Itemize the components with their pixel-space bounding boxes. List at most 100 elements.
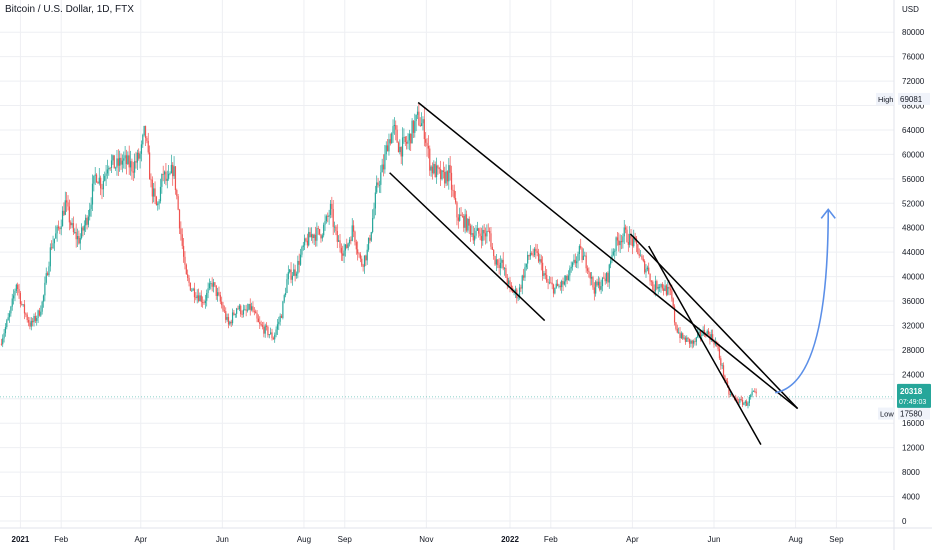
candle-body[interactable] xyxy=(612,251,614,255)
candle-body[interactable] xyxy=(259,322,261,324)
candle-body[interactable] xyxy=(174,166,177,191)
candle-body[interactable] xyxy=(434,164,436,178)
candle-body[interactable] xyxy=(695,337,697,342)
candle-body[interactable] xyxy=(652,281,654,290)
candle-body[interactable] xyxy=(71,223,73,226)
candle-body[interactable] xyxy=(246,309,249,311)
candle-body[interactable] xyxy=(552,284,555,294)
candle-body[interactable] xyxy=(212,282,215,287)
candle-body[interactable] xyxy=(691,340,693,344)
trendline[interactable] xyxy=(648,245,762,445)
candle-body[interactable] xyxy=(497,259,499,266)
candle-body[interactable] xyxy=(416,111,419,115)
candle-body[interactable] xyxy=(464,214,466,228)
candle-body[interactable] xyxy=(210,283,212,285)
candle-body[interactable] xyxy=(180,228,182,235)
candle-body[interactable] xyxy=(736,398,738,402)
candle-body[interactable] xyxy=(615,237,617,251)
candle-body[interactable] xyxy=(225,311,227,320)
candle-body[interactable] xyxy=(440,168,442,180)
candle-body[interactable] xyxy=(536,251,538,253)
candle-body[interactable] xyxy=(605,272,608,282)
candle-body[interactable] xyxy=(11,298,13,307)
candle-body[interactable] xyxy=(7,317,9,321)
candle-body[interactable] xyxy=(630,234,632,239)
candle-body[interactable] xyxy=(389,139,391,144)
candle-body[interactable] xyxy=(679,332,681,339)
candle-body[interactable] xyxy=(599,281,601,290)
candle-body[interactable] xyxy=(297,260,299,274)
candle-body[interactable] xyxy=(138,152,140,159)
candle-body[interactable] xyxy=(657,286,659,289)
candle-body[interactable] xyxy=(162,173,164,175)
candle-body[interactable] xyxy=(656,281,658,289)
candle-body[interactable] xyxy=(147,140,149,153)
candle-body[interactable] xyxy=(192,288,194,291)
candle-body[interactable] xyxy=(524,267,526,278)
candle-body[interactable] xyxy=(98,177,100,184)
candle-body[interactable] xyxy=(435,165,438,178)
candle-body[interactable] xyxy=(267,326,269,336)
trendline[interactable] xyxy=(417,101,799,410)
candle-body[interactable] xyxy=(411,120,413,144)
candle-body[interactable] xyxy=(506,277,508,284)
candle-body[interactable] xyxy=(557,283,559,287)
candle-body[interactable] xyxy=(750,395,752,397)
candle-body[interactable] xyxy=(234,313,236,315)
candle-body[interactable] xyxy=(438,168,440,170)
candle-body[interactable] xyxy=(309,231,311,238)
candle-body[interactable] xyxy=(280,315,283,318)
candle-body[interactable] xyxy=(373,208,375,219)
candle-body[interactable] xyxy=(565,275,567,282)
candle-body[interactable] xyxy=(23,304,26,314)
candle-body[interactable] xyxy=(89,208,91,217)
candle-body[interactable] xyxy=(633,236,635,247)
candle-body[interactable] xyxy=(223,310,225,312)
candle-body[interactable] xyxy=(600,286,602,290)
candle-body[interactable] xyxy=(667,286,669,295)
candle-body[interactable] xyxy=(671,290,673,299)
candle-body[interactable] xyxy=(57,226,60,229)
candle-body[interactable] xyxy=(76,236,79,240)
candle-body[interactable] xyxy=(14,290,16,296)
candle-body[interactable] xyxy=(693,341,695,344)
candle-body[interactable] xyxy=(426,142,428,146)
candle-body[interactable] xyxy=(336,230,338,242)
candle-body[interactable] xyxy=(558,285,560,287)
candle-body[interactable] xyxy=(365,255,367,261)
candle-body[interactable] xyxy=(380,172,382,185)
candle-body[interactable] xyxy=(429,148,431,171)
candle-body[interactable] xyxy=(253,311,255,313)
candle-body[interactable] xyxy=(19,292,21,304)
candle-body[interactable] xyxy=(668,286,670,289)
candle-body[interactable] xyxy=(743,403,745,405)
candle-body[interactable] xyxy=(422,119,424,124)
candle-body[interactable] xyxy=(108,167,110,170)
candle-body[interactable] xyxy=(173,166,175,177)
candle-body[interactable] xyxy=(271,332,273,339)
candle-body[interactable] xyxy=(548,282,551,284)
candle-body[interactable] xyxy=(202,301,204,303)
candle-body[interactable] xyxy=(539,259,541,262)
candle-body[interactable] xyxy=(505,268,507,278)
candle-body[interactable] xyxy=(185,264,187,275)
candle-body[interactable] xyxy=(720,358,722,366)
candle-body[interactable] xyxy=(344,244,347,251)
candle-body[interactable] xyxy=(60,226,62,230)
candle-body[interactable] xyxy=(154,188,156,197)
candle-body[interactable] xyxy=(457,217,459,221)
candle-body[interactable] xyxy=(525,263,527,268)
candle-body[interactable] xyxy=(52,243,54,249)
candle-body[interactable] xyxy=(189,282,191,291)
candle-body[interactable] xyxy=(136,152,138,163)
candle-body[interactable] xyxy=(93,175,95,184)
candle-body[interactable] xyxy=(518,287,521,298)
candle-body[interactable] xyxy=(183,245,185,257)
candle-body[interactable] xyxy=(637,244,639,254)
candle-body[interactable] xyxy=(191,290,193,292)
candle-body[interactable] xyxy=(215,285,217,296)
candle-body[interactable] xyxy=(395,125,397,130)
candle-body[interactable] xyxy=(649,273,651,282)
candle-body[interactable] xyxy=(697,333,699,338)
candle-body[interactable] xyxy=(740,399,742,400)
